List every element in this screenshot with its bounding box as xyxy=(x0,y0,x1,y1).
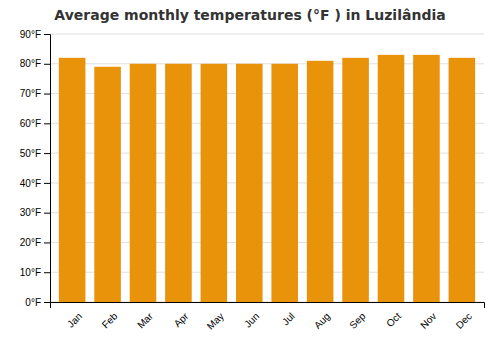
y-tick-mark xyxy=(44,153,50,154)
x-tick: Jan xyxy=(65,310,84,329)
x-tick-label: Nov xyxy=(418,310,438,330)
y-axis-line xyxy=(44,35,51,303)
y-tick-label: 90°F xyxy=(20,29,41,40)
y-tick-mark xyxy=(44,242,50,243)
chart: 0°F 10°F 20°F 30°F 40°F 50°F 60°F 70°F 80°F 90°F J… xyxy=(0,0,500,350)
x-axis: Jan Feb Mar Apr May Jun Jul Aug Sep Oct Nov Dec xyxy=(51,303,485,332)
bar xyxy=(271,64,298,302)
x-tick-label: Apr xyxy=(172,310,191,329)
y-tick-mark xyxy=(44,272,50,273)
y-tick: 0°F xyxy=(25,297,50,308)
y-tick: 50°F xyxy=(20,148,50,159)
bar xyxy=(165,64,192,302)
x-tick-label: Feb xyxy=(100,310,120,330)
plot: 0°F 10°F 20°F 30°F 40°F 50°F 60°F 70°F 80°F 90°F J… xyxy=(20,29,485,332)
x-tick-label: Mar xyxy=(135,310,155,330)
bar xyxy=(449,58,476,302)
y-tick-label: 10°F xyxy=(20,267,41,278)
y-tick-mark xyxy=(44,302,50,303)
y-tick-label: 20°F xyxy=(20,237,41,248)
bar xyxy=(307,61,334,302)
bar xyxy=(378,55,405,302)
y-tick-mark xyxy=(44,34,50,35)
y-tick-label: 50°F xyxy=(20,148,41,159)
bar xyxy=(413,55,440,302)
y-tick: 10°F xyxy=(20,267,50,278)
y-tick-mark xyxy=(44,94,50,95)
title: Average monthly temperatures (°F ) in Lu… xyxy=(54,7,445,23)
y-tick: 80°F xyxy=(20,58,50,69)
y-tick: 70°F xyxy=(20,88,50,99)
x-tick-label: Jul xyxy=(280,310,297,327)
y-tick: 20°F xyxy=(20,237,50,248)
x-tick-label: May xyxy=(205,310,226,331)
y-tick: 90°F xyxy=(20,29,50,40)
x-tick: Nov xyxy=(418,310,438,330)
y-tick: 40°F xyxy=(20,178,50,189)
x-tick: Apr xyxy=(172,310,191,329)
y-tick-mark xyxy=(44,213,50,214)
y-tick-label: 60°F xyxy=(20,118,41,129)
bar xyxy=(236,64,263,302)
x-tick-label: Dec xyxy=(454,310,474,330)
y-tick-mark xyxy=(44,123,50,124)
x-tick: Feb xyxy=(100,310,120,330)
y-tick: 30°F xyxy=(20,207,50,218)
x-tick: May xyxy=(205,310,226,331)
y-tick-label: 70°F xyxy=(20,88,41,99)
x-tick: Mar xyxy=(135,310,155,330)
grid-line xyxy=(50,34,484,35)
x-tick-label: Jan xyxy=(65,310,84,329)
x-tick: Dec xyxy=(454,310,474,330)
x-axis-line xyxy=(51,303,485,309)
y-tick-mark xyxy=(44,64,50,65)
x-tick-label: Aug xyxy=(312,310,332,330)
y-tick: 60°F xyxy=(20,118,50,129)
y-tick-label: 80°F xyxy=(20,58,41,69)
bars xyxy=(59,55,475,302)
bar xyxy=(342,58,369,302)
y-axis: 0°F 10°F 20°F 30°F 40°F 50°F 60°F 70°F 80°F 90°F xyxy=(20,29,51,308)
x-tick: Oct xyxy=(384,310,403,329)
x-tick: Jul xyxy=(280,310,297,327)
bar xyxy=(130,64,157,302)
x-tick: Sep xyxy=(347,310,368,331)
x-tick: Jun xyxy=(242,310,261,329)
bar xyxy=(59,58,86,302)
y-tick-label: 0°F xyxy=(25,297,41,308)
grid xyxy=(50,34,484,302)
x-tick-label: Jun xyxy=(242,310,261,329)
x-tick-label: Oct xyxy=(384,310,403,329)
bar xyxy=(94,67,121,302)
y-tick-label: 40°F xyxy=(20,178,41,189)
y-tick-mark xyxy=(44,183,50,184)
y-tick-label: 30°F xyxy=(20,207,41,218)
x-tick: Aug xyxy=(312,310,332,330)
bar xyxy=(201,64,228,302)
x-tick-label: Sep xyxy=(347,310,368,331)
